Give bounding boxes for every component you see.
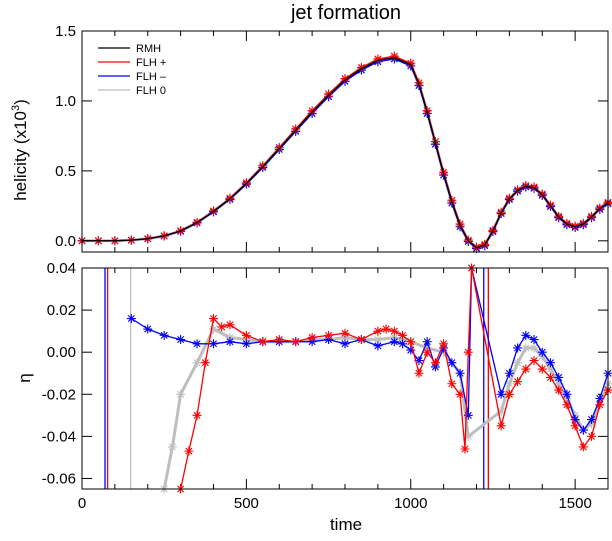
bottom-point-flh-plus: [291, 337, 300, 346]
legend-label-flh-zero: FLH 0: [136, 85, 166, 97]
bottom-point-flh-plus: [562, 400, 571, 409]
bottom-point-flh-minus: [398, 339, 407, 348]
bottom-y-tick-label: -0.06: [42, 470, 76, 487]
bottom-point-flh-plus: [456, 390, 465, 399]
top-y-axis-label: helicity (x103): [10, 99, 30, 201]
chart-title: jet formation: [290, 2, 401, 24]
bottom-point-flh-plus: [538, 365, 547, 374]
bottom-point-flh-plus: [341, 329, 350, 338]
bottom-point-flh-zero: [521, 343, 530, 352]
bottom-point-flh-minus: [497, 390, 506, 399]
bottom-point-flh-plus: [373, 327, 382, 336]
x-tick-label: 500: [234, 495, 259, 512]
bottom-point-flh-minus: [423, 337, 432, 346]
bottom-point-flh-minus: [390, 337, 399, 346]
bottom-point-flh-plus: [579, 442, 588, 451]
bottom-point-flh-minus: [546, 358, 555, 367]
bottom-point-flh-plus: [460, 445, 469, 454]
top-y-tick-label: 1.0: [55, 93, 76, 110]
bottom-point-flh-minus: [373, 341, 382, 350]
bottom-point-flh-minus: [160, 331, 169, 340]
bottom-point-flh-minus: [530, 335, 539, 344]
x-axis-label: time: [330, 515, 362, 534]
bottom-point-flh-minus: [193, 339, 202, 348]
bottom-point-flh-plus: [513, 377, 522, 386]
bottom-y-tick-label: -0.04: [42, 428, 76, 445]
bottom-point-flh-plus: [530, 356, 539, 365]
bottom-point-flh-minus: [456, 369, 465, 378]
legend-label-flh-plus: FLH +: [136, 57, 166, 69]
bottom-point-flh-minus: [579, 426, 588, 435]
bottom-point-flh-minus: [554, 373, 563, 382]
bottom-y-tick-label: -0.02: [42, 386, 76, 403]
bottom-point-flh-plus: [595, 400, 604, 409]
bottom-point-flh-plus: [184, 447, 193, 456]
bottom-point-flh-zero: [168, 442, 177, 451]
bottom-point-flh-plus: [209, 314, 218, 323]
bottom-point-flh-plus: [217, 322, 226, 331]
bottom-y-tick-label: 0.04: [47, 260, 76, 277]
top-y-tick-label: 0.5: [55, 163, 76, 180]
bottom-point-flh-plus: [193, 411, 202, 420]
bottom-point-flh-plus: [497, 421, 506, 430]
bottom-point-flh-minus: [143, 325, 152, 334]
bottom-point-flh-plus: [242, 331, 251, 340]
bottom-point-flh-minus: [505, 369, 514, 378]
bottom-point-flh-plus: [464, 348, 473, 357]
bottom-point-flh-minus: [242, 339, 251, 348]
bottom-point-flh-zero: [193, 358, 202, 367]
bottom-point-flh-plus: [447, 379, 456, 388]
bottom-point-flh-plus: [414, 369, 423, 378]
bottom-point-flh-plus: [571, 421, 580, 430]
bottom-point-flh-minus: [538, 348, 547, 357]
top-point-flh-plus: [291, 124, 300, 133]
bottom-y-tick-label: 0.00: [47, 344, 76, 361]
bottom-point-flh-minus: [209, 339, 218, 348]
bottom-point-flh-plus: [505, 390, 514, 399]
x-tick-label: 1500: [558, 495, 591, 512]
bottom-point-flh-plus: [546, 373, 555, 382]
bottom-point-flh-plus: [275, 335, 284, 344]
legend-label-rmh: RMH: [136, 43, 161, 55]
bottom-point-flh-plus: [390, 327, 399, 336]
bottom-point-flh-plus: [308, 333, 317, 342]
bottom-y-tick-label: 0.02: [47, 302, 76, 319]
bottom-point-flh-minus: [513, 343, 522, 352]
bottom-point-flh-plus: [382, 325, 391, 334]
x-tick-label: 1000: [394, 495, 427, 512]
legend-label-flh-minus: FLH –: [136, 71, 167, 83]
x-tick-label: 0: [78, 495, 86, 512]
bottom-point-flh-plus: [554, 386, 563, 395]
bottom-point-flh-plus: [423, 348, 432, 357]
bottom-point-flh-minus: [176, 335, 185, 344]
top-point-flh-plus: [521, 181, 530, 190]
bottom-point-flh-plus: [406, 337, 415, 346]
bottom-point-flh-plus: [324, 331, 333, 340]
bottom-point-flh-minus: [521, 331, 530, 340]
top-point-flh-plus: [324, 89, 333, 98]
bottom-point-flh-minus: [562, 390, 571, 399]
bottom-point-flh-plus: [587, 432, 596, 441]
bottom-point-flh-minus: [341, 339, 350, 348]
bottom-point-flh-plus: [357, 335, 366, 344]
bottom-point-flh-plus: [398, 331, 407, 340]
bottom-point-flh-minus: [464, 411, 473, 420]
bottom-point-flh-minus: [225, 337, 234, 346]
bottom-point-flh-plus: [258, 337, 267, 346]
bottom-point-flh-plus: [201, 358, 210, 367]
bottom-point-flh-plus: [225, 320, 234, 329]
bottom-point-flh-plus: [431, 358, 440, 367]
bottom-y-axis-label: η: [15, 373, 34, 382]
bottom-point-flh-zero: [176, 390, 185, 399]
top-y-tick-label: 1.5: [55, 23, 76, 40]
bottom-point-flh-plus: [521, 365, 530, 374]
top-y-tick-label: 0.0: [55, 233, 76, 250]
bottom-point-flh-plus: [439, 339, 448, 348]
